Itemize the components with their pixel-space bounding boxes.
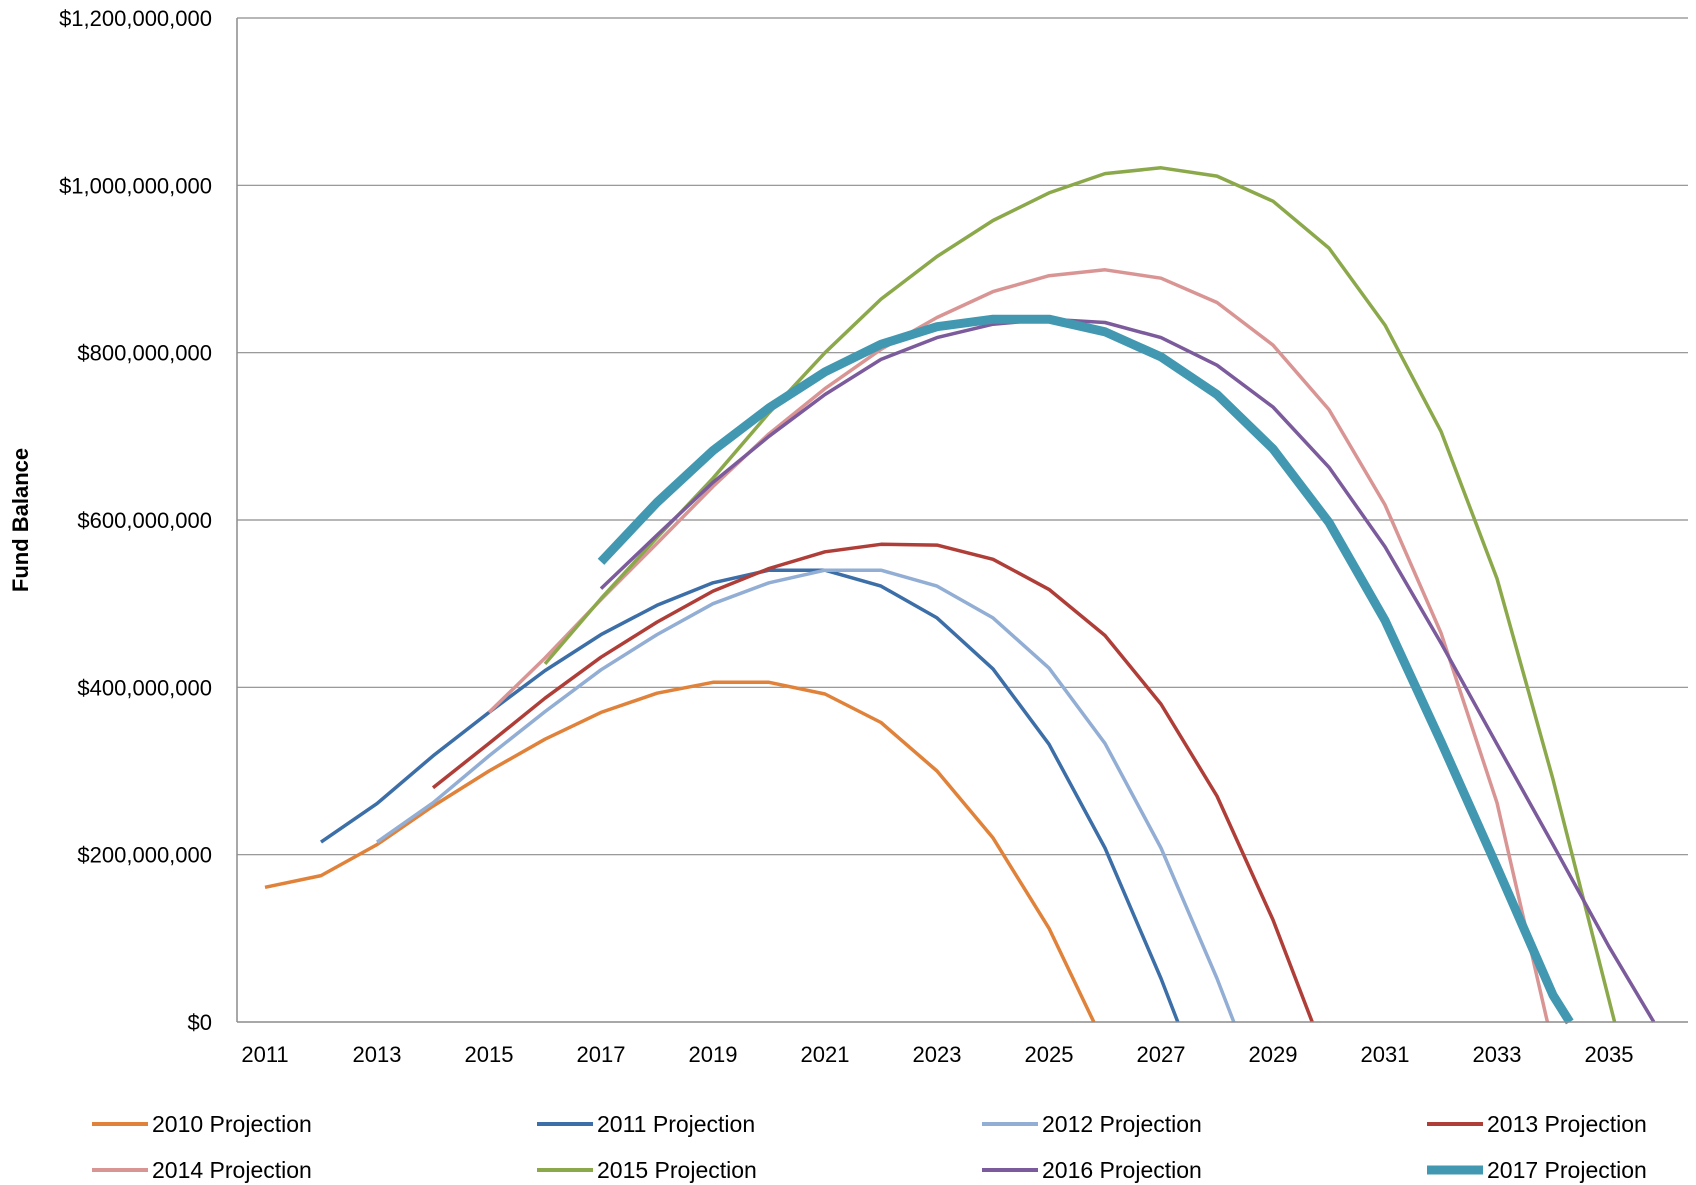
y-tick-label: $600,000,000	[77, 508, 212, 533]
y-tick-label: $1,200,000,000	[59, 6, 212, 31]
x-tick-label: 2031	[1361, 1042, 1410, 1067]
y-tick-label: $800,000,000	[77, 341, 212, 366]
x-tick-label: 2017	[577, 1042, 626, 1067]
legend-label: 2017 Projection	[1487, 1157, 1647, 1183]
series-line-2016-projection	[599, 317, 1656, 1023]
y-tick-label: $200,000,000	[77, 843, 212, 868]
series-line-2012-projection	[375, 568, 1236, 1023]
gridlines	[237, 17, 1688, 856]
legend: 2010 Projection 2011 Projection 2012 Proje…	[92, 1111, 1647, 1183]
legend-label: 2011 Projection	[597, 1111, 755, 1137]
x-tick-label: 2023	[913, 1042, 962, 1067]
y-tick-label: $0	[188, 1010, 212, 1035]
x-tick-label: 2021	[801, 1042, 850, 1067]
legend-label: 2012 Projection	[1042, 1111, 1202, 1137]
series-line-2010-projection	[264, 680, 1096, 1023]
legend-label: 2013 Projection	[1487, 1111, 1647, 1137]
x-tick-label: 2033	[1473, 1042, 1522, 1067]
series-lines	[264, 166, 1656, 1025]
series-line-2013-projection	[431, 542, 1314, 1023]
legend-label: 2015 Projection	[597, 1157, 757, 1183]
x-tick-label: 2029	[1249, 1042, 1298, 1067]
series-line-2017-projection	[597, 314, 1574, 1025]
x-tick-label: 2035	[1585, 1042, 1634, 1067]
legend-label: 2016 Projection	[1042, 1157, 1202, 1183]
y-axis-title: Fund Balance	[8, 448, 33, 592]
x-tick-label: 2015	[465, 1042, 514, 1067]
x-tick-label: 2019	[689, 1042, 738, 1067]
y-tick-label: $1,000,000,000	[59, 173, 212, 198]
legend-label: 2014 Projection	[152, 1157, 312, 1183]
x-tick-labels: 2011 2013 2015 2017 2019 2021 2023 2025 2027 2029…	[241, 1042, 1633, 1067]
legend-label: 2010 Projection	[152, 1111, 312, 1137]
axes	[236, 18, 1688, 1023]
x-tick-label: 2027	[1137, 1042, 1186, 1067]
x-tick-label: 2025	[1025, 1042, 1074, 1067]
x-tick-label: 2011	[241, 1042, 288, 1067]
x-tick-label: 2013	[353, 1042, 402, 1067]
y-tick-label: $400,000,000	[77, 675, 212, 700]
series-line-2015-projection	[543, 166, 1617, 1023]
y-tick-labels: $0 $200,000,000 $400,000,000 $600,000,000 $8…	[59, 6, 212, 1035]
series-line-2014-projection	[487, 268, 1550, 1023]
